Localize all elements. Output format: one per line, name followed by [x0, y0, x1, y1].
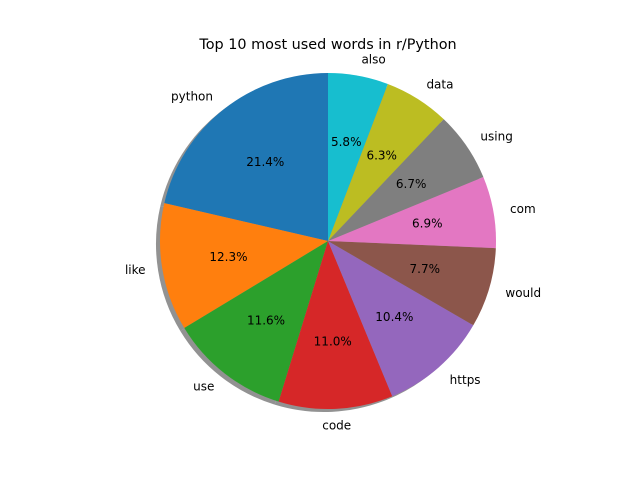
slice-label-like: like: [125, 263, 146, 277]
pie-slice-use: [184, 241, 328, 402]
slice-label-python: python: [171, 89, 213, 103]
pie-slice-would: [328, 241, 496, 326]
slice-value-data: 6.3%: [366, 149, 397, 163]
pie-slice-com: [328, 177, 497, 249]
slice-value-would: 7.7%: [410, 262, 441, 276]
slice-label-use: use: [193, 380, 214, 394]
slice-value-use: 11.6%: [247, 313, 285, 327]
slice-value-com: 6.9%: [412, 217, 443, 231]
slice-label-would: would: [505, 286, 541, 300]
pie-slices: [160, 73, 497, 409]
pie-slice-code: [278, 241, 393, 409]
pie-labels: python 21.4% like 12.3% use 11.6% code 11.0% htt…: [125, 52, 541, 432]
slice-value-python: 21.4%: [246, 155, 284, 169]
chart-title: Top 10 most used words in r/Python: [198, 37, 456, 53]
slice-value-https: 10.4%: [375, 310, 413, 324]
slice-value-code: 11.0%: [314, 335, 352, 349]
pie-slice-python: [164, 73, 328, 241]
slice-value-like: 12.3%: [209, 250, 247, 264]
slice-label-code: code: [322, 419, 351, 433]
slice-label-data: data: [426, 78, 453, 92]
pie-slice-https: [328, 241, 474, 397]
slice-label-using: using: [480, 129, 512, 143]
pie-slice-data: [328, 84, 444, 241]
slice-label-https: https: [450, 373, 481, 387]
pie-slice-like: [160, 203, 328, 329]
slice-label-com: com: [510, 202, 536, 216]
slice-value-also: 5.8%: [331, 135, 362, 149]
slice-label-also: also: [361, 52, 385, 66]
pie-slice-also: [328, 73, 388, 241]
slice-value-using: 6.7%: [396, 177, 427, 191]
pie-slice-using: [328, 119, 484, 241]
